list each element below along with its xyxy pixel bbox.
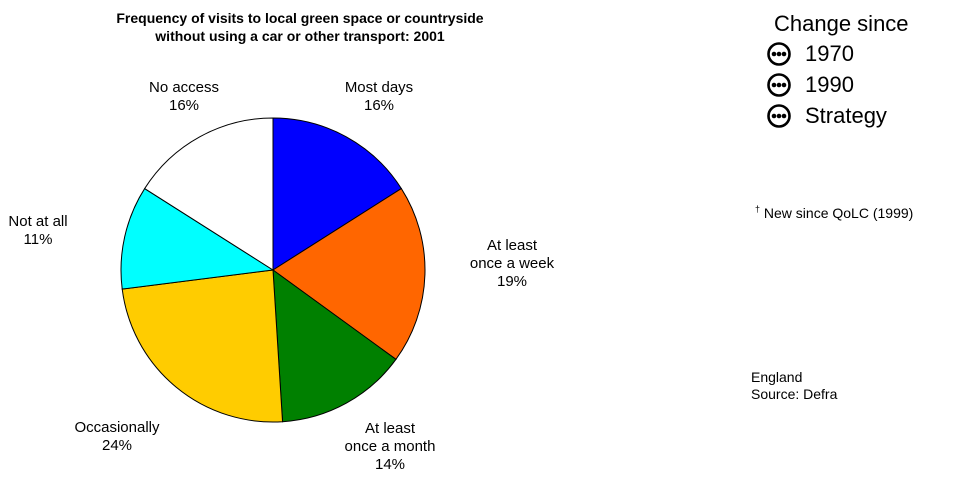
neutral-dots-icon xyxy=(767,103,791,128)
pie-slice-6 xyxy=(143,117,274,271)
pie-slice-3 xyxy=(272,268,397,423)
slice-category-label: At least xyxy=(365,420,416,437)
legend-item-strategy: Strategy xyxy=(766,100,909,131)
slice-category-label: once a week xyxy=(470,255,555,272)
legend-item-1970: 1970 xyxy=(766,38,909,69)
footnote: † New since QoLC (1999) xyxy=(755,204,913,221)
slice-category-label: Not at all xyxy=(8,213,67,230)
pie-slice-1 xyxy=(272,117,403,271)
chart-meta: England Source: Defra xyxy=(751,369,837,403)
legend-title: Change since xyxy=(774,11,909,36)
region-label: England xyxy=(751,369,803,385)
chart-title-line-2: without using a car or other transport: … xyxy=(155,28,445,44)
legend: Change since 1970 1990 Strategy xyxy=(766,10,909,131)
slice-category-label: Most days xyxy=(345,79,413,96)
slice-value-label: 16% xyxy=(169,97,199,114)
slice-value-label: 11% xyxy=(24,231,53,248)
pie-slice-4 xyxy=(121,269,284,423)
pie-slice-5 xyxy=(120,187,275,290)
legend-label: 1990 xyxy=(805,71,854,97)
chart-title-line-1: Frequency of visits to local green space… xyxy=(116,10,484,26)
neutral-dots-icon xyxy=(767,41,791,66)
legend-item-1990: 1990 xyxy=(766,69,909,100)
legend-label: Strategy xyxy=(805,102,887,128)
slice-value-label: 16% xyxy=(364,97,394,114)
footnote-text: New since QoLC (1999) xyxy=(763,205,914,221)
slice-value-label: 19% xyxy=(497,273,527,290)
neutral-dots-icon xyxy=(767,72,791,97)
slice-category-label: No access xyxy=(149,79,219,96)
slice-value-label: 14% xyxy=(375,456,405,473)
pie-slice-2 xyxy=(272,187,426,361)
slice-value-label: 24% xyxy=(102,437,132,454)
footnote-mark: † xyxy=(755,204,761,214)
chart-title: Frequency of visits to local green space… xyxy=(60,9,540,45)
slice-category-label: Occasionally xyxy=(74,419,160,436)
legend-label: 1970 xyxy=(805,40,854,66)
slice-category-label: At least xyxy=(487,237,538,254)
source-label: Source: Defra xyxy=(751,386,838,402)
slice-category-label: once a month xyxy=(345,438,436,455)
